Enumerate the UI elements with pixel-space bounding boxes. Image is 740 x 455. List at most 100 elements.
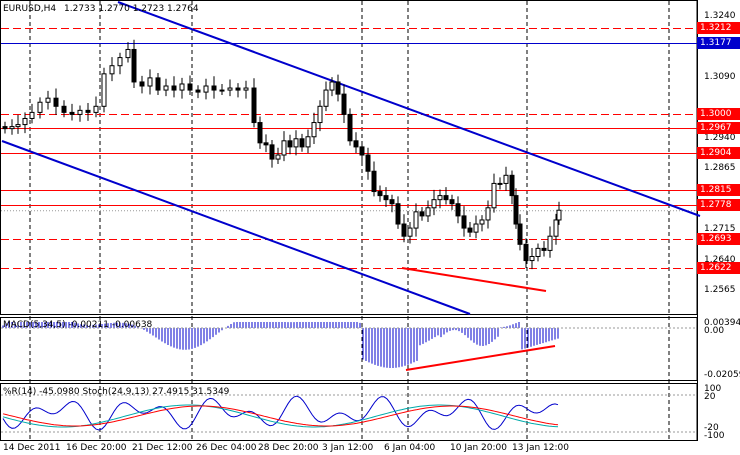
candle-body bbox=[147, 77, 153, 87]
candle-body bbox=[299, 138, 305, 148]
candle-body bbox=[553, 219, 559, 237]
stoch-main-line bbox=[2, 404, 559, 428]
candle-body bbox=[359, 146, 365, 156]
candle-body bbox=[517, 223, 523, 245]
candle-body bbox=[556, 209, 562, 221]
candle-body bbox=[257, 122, 263, 144]
candle-body bbox=[329, 81, 335, 91]
candle-body bbox=[395, 203, 401, 225]
price-tick-label: 1.2565 bbox=[704, 285, 736, 295]
candle-body bbox=[529, 255, 535, 262]
time-tick-label: 26 Dec 04:00 bbox=[196, 443, 257, 453]
candle-body bbox=[15, 124, 21, 128]
price-level-tag: 1.2967 bbox=[697, 121, 740, 134]
candle-body bbox=[179, 83, 185, 91]
candle-body bbox=[211, 85, 217, 91]
price-level-tag: 1.2904 bbox=[697, 147, 740, 160]
candle-body bbox=[431, 199, 437, 209]
price-tick-label: 1.2640 bbox=[704, 254, 736, 265]
time-tick-label: 21 Dec 12:00 bbox=[132, 443, 193, 453]
candle-body bbox=[413, 211, 419, 229]
candle-body bbox=[29, 111, 35, 119]
macd-divergence-line bbox=[405, 345, 556, 371]
symbol-timeframe: EURUSD,H4 bbox=[3, 4, 57, 14]
price-level-tag: 1.2693 bbox=[697, 233, 740, 246]
candle-body bbox=[227, 87, 233, 91]
price-level-tag: 1.2778 bbox=[697, 198, 740, 211]
price-level-tag: 1.3177 bbox=[697, 36, 740, 49]
candle-body bbox=[9, 126, 15, 130]
price-level-tag: 1.3212 bbox=[697, 22, 740, 35]
candle-body bbox=[187, 83, 193, 91]
candle-body bbox=[77, 109, 83, 115]
candle-body bbox=[37, 101, 43, 113]
macd-tick-label: 0.00394 bbox=[704, 318, 740, 328]
candle-body bbox=[407, 227, 413, 237]
candle-body bbox=[443, 195, 449, 201]
candle-body bbox=[389, 199, 395, 205]
candle-body bbox=[195, 89, 201, 93]
candle-body bbox=[61, 105, 67, 113]
ohlc-readout: 1.2733 1.2770 1.2723 1.2764 bbox=[64, 4, 199, 14]
candle-body bbox=[251, 87, 257, 124]
wpr-line bbox=[2, 395, 559, 431]
price-tick-label: 1.2715 bbox=[704, 224, 736, 235]
time-tick-label: 13 Jan 12:00 bbox=[512, 443, 569, 453]
macd-label: MACD(5,34,5) -0.00211 -0.00638 bbox=[3, 320, 153, 330]
candle-body bbox=[365, 154, 371, 172]
candle-body bbox=[155, 77, 161, 91]
candle-body bbox=[467, 227, 473, 233]
candle-body bbox=[117, 57, 123, 67]
candle-body bbox=[523, 243, 529, 262]
channel-lower-line bbox=[1, 140, 471, 315]
candle-body bbox=[335, 81, 341, 95]
candle-body bbox=[371, 170, 377, 193]
candle-body bbox=[53, 97, 59, 107]
candle-body bbox=[485, 207, 491, 221]
channel-upper-line bbox=[117, 1, 701, 217]
candle-body bbox=[449, 199, 455, 205]
time-tick-label: 16 Dec 20:00 bbox=[66, 443, 127, 453]
oscillator-tick-label: -20 bbox=[704, 423, 719, 433]
candle-body bbox=[513, 195, 519, 225]
time-tick-label: 6 Jan 04:00 bbox=[384, 443, 436, 453]
candle-body bbox=[243, 87, 249, 91]
candle-body bbox=[85, 109, 91, 113]
candle-body bbox=[219, 89, 225, 92]
candle-body bbox=[317, 105, 323, 124]
price-tick-label: 1.3240 bbox=[704, 11, 736, 21]
candle-body bbox=[419, 211, 425, 217]
oscillator-tick-label: -100 bbox=[704, 431, 725, 441]
candle-body bbox=[377, 191, 383, 197]
price-divergence-line bbox=[401, 267, 547, 292]
price-tick-label: 1.3090 bbox=[704, 71, 736, 82]
candle-body bbox=[341, 93, 347, 115]
candle-body bbox=[171, 85, 177, 91]
price-level-tag: 1.2622 bbox=[697, 261, 740, 274]
candle-body bbox=[323, 89, 329, 107]
candle-body bbox=[269, 144, 275, 160]
main-panel-frame bbox=[0, 0, 698, 315]
candle-body bbox=[203, 85, 209, 93]
candle-body bbox=[347, 113, 353, 142]
time-tick-label: 3 Jan 12:00 bbox=[322, 443, 374, 453]
candle-body bbox=[535, 247, 541, 257]
candle-body bbox=[93, 105, 99, 113]
candle-body bbox=[235, 87, 241, 91]
candle-body bbox=[287, 140, 293, 148]
candle-body bbox=[541, 247, 547, 251]
candle-body bbox=[263, 142, 269, 146]
candle-body bbox=[353, 140, 359, 148]
price-tick-label: 1.2940 bbox=[704, 132, 736, 143]
candle-body bbox=[125, 48, 131, 59]
oscillator-label: %R(14) -45.0980 Stoch(24,9,13) 27.4915 3… bbox=[3, 387, 230, 397]
candle-body bbox=[293, 138, 299, 148]
candle-body bbox=[22, 117, 28, 126]
oscillator-tick-label: 20 bbox=[704, 392, 716, 402]
candle-body bbox=[509, 174, 515, 197]
candle-body bbox=[401, 223, 407, 237]
candle-body bbox=[131, 48, 137, 83]
candle-body bbox=[311, 122, 317, 138]
